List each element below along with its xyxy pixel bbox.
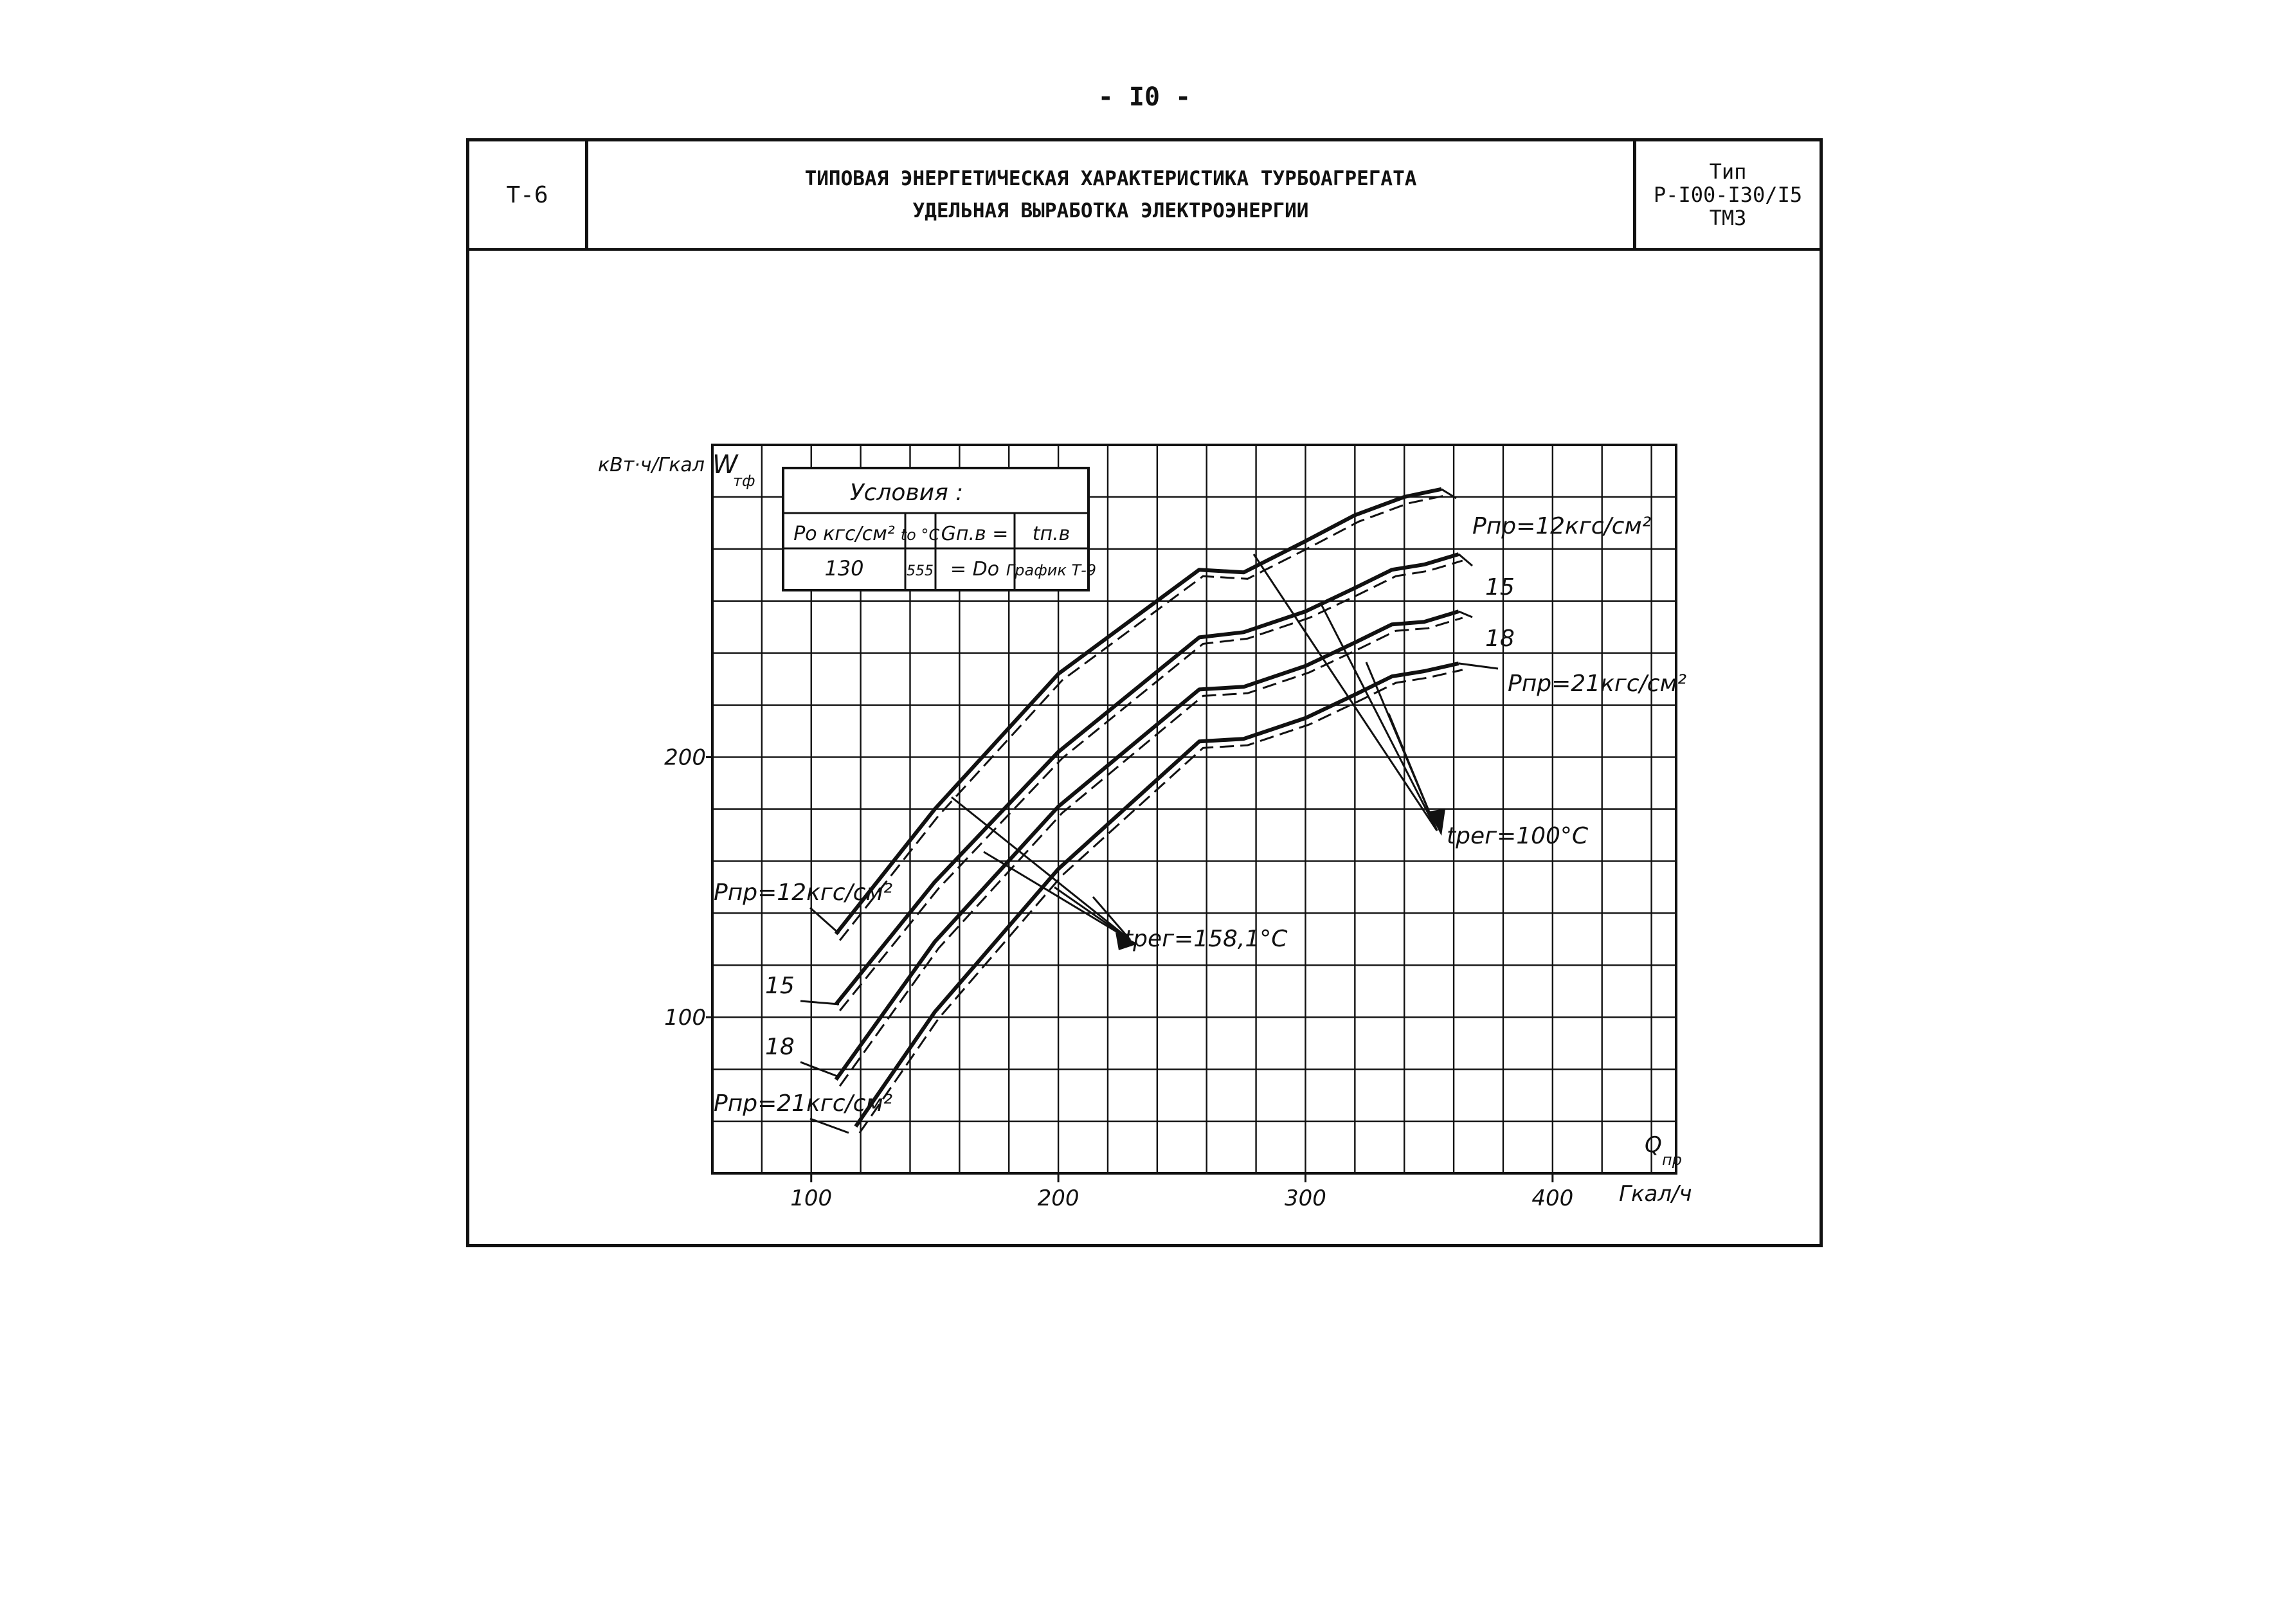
sheet-header: Т-6 ТИПОВАЯ ЭНЕРГЕТИЧЕСКАЯ ХАРАКТЕРИСТИК… [469, 141, 1820, 251]
series-label-right: 15 [1485, 574, 1515, 600]
conditions-t0-value: 555 [907, 563, 934, 579]
x-tick-label: 400 [1531, 1186, 1573, 1211]
conditions-tpv-value: График Т-9 [1006, 561, 1096, 579]
turbine-type-maker: ТМЗ [1709, 206, 1747, 230]
series-label-leader [809, 907, 840, 935]
sheet-title-line1: ТИПОВАЯ ЭНЕРГЕТИЧЕСКАЯ ХАРАКТЕРИСТИКА ТУ… [804, 167, 1417, 190]
series-line-dashed [839, 559, 1463, 1011]
conditions-title: Условия : [850, 480, 964, 506]
series-line-dashed [839, 494, 1446, 941]
annotation-arrowhead [1429, 809, 1445, 836]
sheet-title-line2: УДЕЛЬНАЯ ВЫРАБОТКА ЭЛЕКТРОЭНЕРГИИ [912, 199, 1309, 222]
series-label-leader [1458, 610, 1473, 618]
annotation-arrowhead [1115, 932, 1138, 950]
annotation-treg-100: tрег=100°C [1447, 823, 1589, 849]
series-label-leader [800, 1000, 840, 1006]
annotation-leader [1054, 886, 1131, 941]
series-label-leader [1458, 553, 1473, 567]
series-line-dashed [858, 669, 1463, 1134]
chart-labels: кВт·ч/Гкал W тф Q пр Гкал/ч tрег=158,1°C… [598, 450, 1692, 1211]
chart-leaders [800, 488, 1499, 1134]
x-tick-label: 100 [790, 1186, 832, 1211]
conditions-t0-header: tо °C [901, 526, 940, 544]
turbine-type-model: Р-I00-I30/I5 [1653, 183, 1803, 207]
series-line [834, 487, 1442, 935]
y-axis-unit: кВт·ч/Гкал [598, 454, 705, 476]
annotation-leader [983, 851, 1131, 941]
series-label-right: 18 [1485, 626, 1515, 652]
y-tick-label: 100 [664, 1005, 706, 1031]
annotation-leader [1320, 604, 1438, 831]
sheet-title: ТИПОВАЯ ЭНЕРГЕТИЧЕСКАЯ ХАРАКТЕРИСТИКА ТУ… [588, 141, 1636, 248]
series-label-leader [1458, 662, 1499, 670]
conditions-gpv-header: Gп.в = [941, 523, 1009, 545]
y-axis-symbol: W [712, 450, 739, 480]
conditions-p0-value: 130 [824, 556, 863, 581]
series-label-leader [809, 1117, 849, 1134]
sheet-code: Т-6 [469, 141, 588, 248]
chart-curves [834, 487, 1463, 1134]
page-number: - I0 - [1097, 82, 1191, 112]
series-line [854, 661, 1459, 1128]
series-label-left: Pпр=21кгс/см² [714, 1090, 892, 1117]
plot-frame [711, 444, 1677, 1175]
annotation-leader [951, 796, 1131, 941]
series-label-right: Pпр=12кгс/см² [1472, 513, 1651, 539]
turbine-type-label: Тип [1709, 159, 1747, 184]
conditions-gpv-value: = Dо [950, 558, 999, 581]
x-tick-label: 200 [1038, 1186, 1079, 1211]
series-line [834, 609, 1459, 1081]
series-label-right: Pпр=21кгс/см² [1508, 671, 1686, 697]
series-label-leader [1441, 488, 1457, 500]
annotation-leader [1092, 896, 1132, 941]
y-axis-symbol-sub: тф [733, 472, 755, 490]
chart-sheet: Т-6 ТИПОВАЯ ЭНЕРГЕТИЧЕСКАЯ ХАРАКТЕРИСТИК… [466, 138, 1823, 1247]
series-label-left: 18 [765, 1034, 795, 1060]
annotation-leader [1252, 554, 1438, 831]
series-label-leader [800, 1061, 840, 1078]
x-axis-symbol-sub: пр [1662, 1151, 1682, 1169]
x-axis-unit: Гкал/ч [1619, 1181, 1692, 1207]
turbine-type: Тип Р-I00-I30/I5 ТМЗ [1636, 141, 1820, 248]
x-tick-label: 300 [1285, 1186, 1326, 1211]
conditions-p0-header: Pо кгс/см² [793, 523, 895, 545]
conditions-table: Условия : Pо кгс/см² tо °C Gп.в = tп.в 1… [782, 467, 1096, 591]
series-label-left: Pпр=12кгс/см² [714, 880, 892, 906]
x-axis-symbol: Q [1645, 1132, 1662, 1158]
y-tick-label: 200 [664, 745, 706, 771]
series-line [834, 552, 1459, 1006]
annotation-treg-158: tрег=158,1°C [1124, 926, 1288, 952]
annotation-leader [1387, 713, 1438, 831]
series-label-left: 15 [765, 973, 795, 999]
conditions-tpv-header: tп.в [1033, 523, 1070, 545]
